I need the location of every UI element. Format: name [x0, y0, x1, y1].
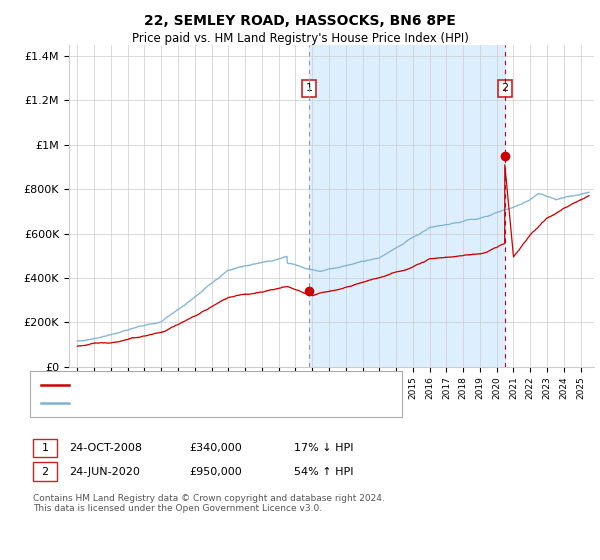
- Text: 54% ↑ HPI: 54% ↑ HPI: [294, 466, 353, 477]
- Text: 24-JUN-2020: 24-JUN-2020: [69, 466, 140, 477]
- Text: Contains HM Land Registry data © Crown copyright and database right 2024.
This d: Contains HM Land Registry data © Crown c…: [33, 494, 385, 514]
- Text: Price paid vs. HM Land Registry's House Price Index (HPI): Price paid vs. HM Land Registry's House …: [131, 32, 469, 45]
- Text: 2: 2: [41, 466, 49, 477]
- Text: £340,000: £340,000: [189, 443, 242, 453]
- Text: 2: 2: [501, 83, 508, 94]
- Text: £950,000: £950,000: [189, 466, 242, 477]
- Text: 1: 1: [41, 443, 49, 453]
- Text: HPI: Average price, detached house, Mid Sussex: HPI: Average price, detached house, Mid …: [76, 398, 328, 408]
- Text: 22, SEMLEY ROAD, HASSOCKS, BN6 8PE (detached house): 22, SEMLEY ROAD, HASSOCKS, BN6 8PE (deta…: [76, 380, 380, 390]
- Text: 22, SEMLEY ROAD, HASSOCKS, BN6 8PE: 22, SEMLEY ROAD, HASSOCKS, BN6 8PE: [144, 14, 456, 28]
- Text: 17% ↓ HPI: 17% ↓ HPI: [294, 443, 353, 453]
- Bar: [309, 45, 505, 367]
- Text: 24-OCT-2008: 24-OCT-2008: [69, 443, 142, 453]
- Text: 1: 1: [305, 83, 313, 94]
